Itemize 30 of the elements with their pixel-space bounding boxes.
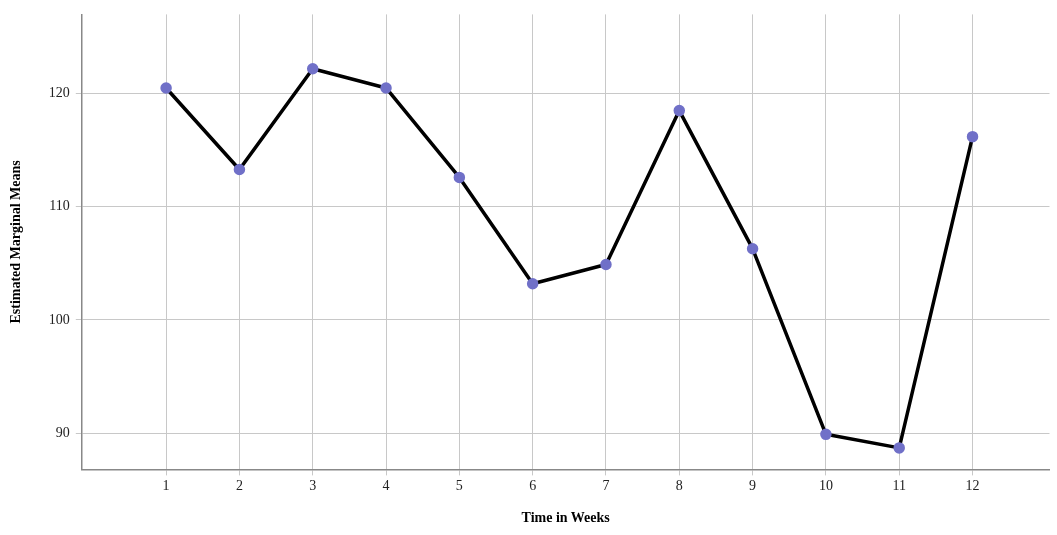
point <box>966 130 979 143</box>
x-tick-label: 1 <box>162 478 170 494</box>
x-tick-label: 11 <box>892 478 906 494</box>
point <box>160 82 172 94</box>
point <box>306 62 319 75</box>
point <box>526 278 539 290</box>
x-axis-title: Time in Weeks <box>521 510 611 526</box>
point <box>600 258 612 271</box>
x-tick-label: 7 <box>602 478 610 494</box>
x-tick-label: 12 <box>965 478 980 494</box>
y-tick-label: 90 <box>55 424 70 440</box>
x-tick-label: 9 <box>749 478 757 494</box>
point <box>453 171 466 184</box>
x-tick-label: 5 <box>455 478 463 494</box>
x-tick-label: 6 <box>529 478 537 494</box>
x-tick-label: 10 <box>818 478 833 494</box>
point <box>673 104 686 117</box>
x-tick-label: 4 <box>382 478 390 494</box>
x-tick-label: 8 <box>675 478 683 494</box>
y-tick-label: 100 <box>48 311 70 327</box>
point <box>233 163 246 176</box>
point <box>820 428 832 441</box>
point <box>893 442 905 454</box>
point <box>746 242 759 255</box>
y-tick-label: 120 <box>48 85 70 101</box>
x-tick-label: 3 <box>309 478 317 494</box>
point <box>380 82 392 94</box>
x-tick-label: 2 <box>235 478 243 494</box>
y-axis-title: Estimated Marginal Means <box>8 159 24 324</box>
y-tick-label: 110 <box>49 198 70 214</box>
